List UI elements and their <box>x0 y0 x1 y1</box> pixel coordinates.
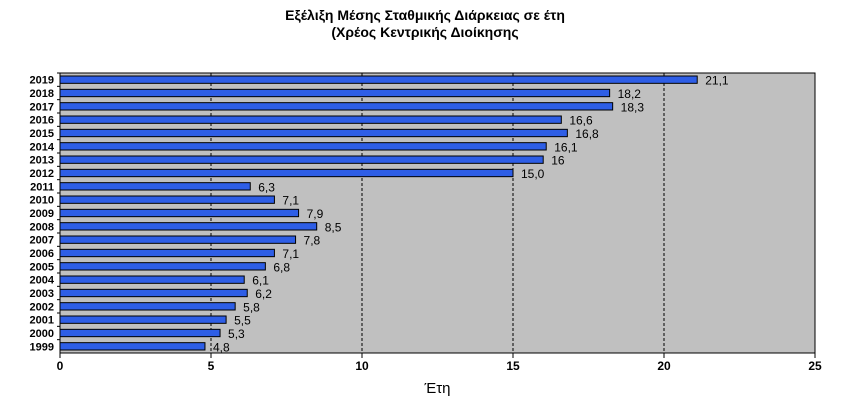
chart-title: Εξέλιξη Μέσης Σταθμικής Διάρκειας σε έτη <box>285 7 565 23</box>
data-label: 16,1 <box>554 140 578 154</box>
bar <box>59 315 227 324</box>
y-tick-label: 2010 <box>30 195 54 207</box>
y-tick-label: 2012 <box>30 168 54 180</box>
bar <box>59 275 245 284</box>
bar <box>59 235 297 244</box>
bar <box>59 182 251 191</box>
y-tick-label: 2019 <box>30 75 54 87</box>
y-tick-label: 2018 <box>30 88 54 100</box>
data-label: 16 <box>551 154 565 168</box>
y-tick-label: 2003 <box>30 288 54 300</box>
data-label: 21,1 <box>705 74 729 88</box>
y-tick-label: 2006 <box>30 248 54 260</box>
bar <box>59 128 568 138</box>
bar <box>59 222 318 231</box>
bar <box>59 155 544 164</box>
bar <box>59 248 275 258</box>
y-tick-label: 2002 <box>30 301 54 313</box>
y-tick-label: 2016 <box>30 115 54 127</box>
bar <box>59 75 698 84</box>
y-tick-label: 2017 <box>30 101 54 113</box>
y-tick-label: 1999 <box>30 341 54 353</box>
y-tick-label: 2008 <box>30 221 54 233</box>
bar <box>59 328 221 338</box>
data-label: 5,3 <box>228 327 245 341</box>
data-label: 4,8 <box>213 340 230 354</box>
data-label: 7,8 <box>304 234 321 248</box>
data-label: 5,5 <box>234 314 251 328</box>
data-label: 6,2 <box>255 287 272 301</box>
data-labels: 21,1 18,218,3 16,616,816,116 15,0 6,3 7,1 7,98… <box>213 74 729 355</box>
data-label: 18,3 <box>621 100 645 114</box>
chart-subtitle: (Χρέος Κεντρικής Διοίκησης <box>331 24 519 40</box>
y-tick-label: 2000 <box>30 328 54 340</box>
data-label: 16,6 <box>569 114 593 128</box>
axes: 0 5 10 15 20 25201920182017201620152014201320… <box>30 72 822 373</box>
y-tick-label: 2005 <box>30 261 54 273</box>
data-label: 15,0 <box>521 167 545 181</box>
data-label: 8,5 <box>325 220 342 234</box>
bar <box>59 115 562 124</box>
bar <box>59 262 266 271</box>
bar <box>59 195 275 204</box>
y-tick-label: 2015 <box>30 128 54 140</box>
data-label: 18,2 <box>618 87 642 101</box>
y-tick-label: 2007 <box>30 235 54 247</box>
data-label: 7,9 <box>307 207 324 221</box>
data-label: 6,8 <box>273 260 290 274</box>
x-tick-label: 5 <box>208 359 215 373</box>
x-tick-label: 10 <box>355 359 369 373</box>
x-tick-label: 25 <box>808 359 822 373</box>
bar <box>59 102 614 111</box>
bar <box>59 142 547 151</box>
x-tick-label: 15 <box>506 359 520 373</box>
y-tick-label: 2004 <box>30 275 55 287</box>
bar <box>59 302 236 311</box>
bar <box>59 88 611 98</box>
y-tick-label: 2011 <box>30 181 54 193</box>
data-label: 7,1 <box>282 194 299 208</box>
data-label: 5,8 <box>243 300 260 314</box>
x-tick-label: 20 <box>657 359 671 373</box>
data-label: 6,3 <box>258 180 275 194</box>
data-label: 7,1 <box>282 247 299 261</box>
bar <box>59 288 248 298</box>
y-tick-label: 2001 <box>30 315 54 327</box>
data-label: 16,8 <box>575 127 599 141</box>
y-tick-label: 2013 <box>30 155 54 167</box>
bar <box>59 342 206 351</box>
y-tick-label: 2014 <box>30 141 55 153</box>
bar <box>59 168 514 178</box>
bar <box>59 208 300 218</box>
x-tick-label: 0 <box>57 359 64 373</box>
y-tick-label: 2009 <box>30 208 54 220</box>
x-axis-label: Έτη <box>423 380 450 397</box>
data-label: 6,1 <box>252 274 269 288</box>
